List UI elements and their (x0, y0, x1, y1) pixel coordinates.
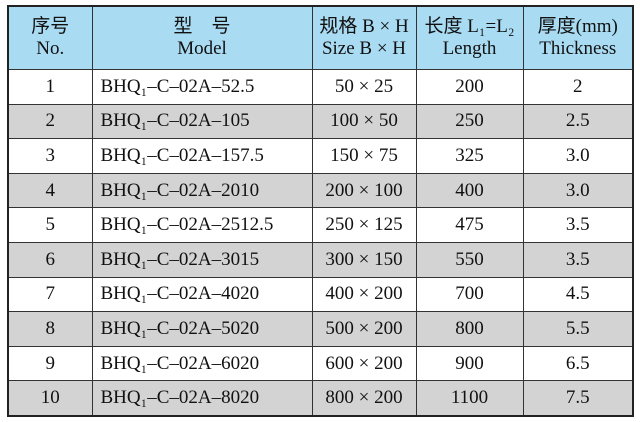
header-text: Size B × H (321, 38, 407, 59)
table-cell: 200 × 100 (311, 172, 417, 209)
table-cell: BHQ₁–C–02A–2512.5 (91, 207, 313, 243)
table-cell: BHQ₁–C–02A–5020 (91, 311, 313, 347)
table-cell: 3.5 (522, 241, 634, 278)
table-row: 4 BHQ₁–C–02A–2010 200 × 100 400 3.0 (7, 172, 634, 209)
header-text: 序号 (31, 16, 70, 37)
header-cell: 型 号 Model (91, 5, 313, 70)
table-cell: 9 (7, 345, 93, 382)
table-cell: 1 (7, 69, 93, 105)
table-cell: 100 × 50 (311, 103, 417, 140)
table-cell: 8 (7, 311, 93, 347)
header-cell: 序号 No. (7, 5, 93, 70)
header-text: 长度 L₁=L₂ (424, 16, 515, 37)
table-row: 7 BHQ₁–C–02A–4020 400 × 200 700 4.5 (7, 276, 634, 313)
table-cell: 300 × 150 (311, 241, 417, 278)
table-cell: 150 × 75 (311, 138, 417, 174)
table-cell: 3 (7, 138, 93, 174)
table-cell: 400 (415, 172, 524, 209)
table-cell: BHQ₁–C–02A–3015 (91, 241, 313, 278)
table-cell: 3.5 (522, 207, 634, 243)
table-cell: 2.5 (522, 103, 634, 140)
table-cell: 800 (415, 311, 524, 347)
table-cell: 5 (7, 207, 93, 243)
table-cell: 700 (415, 276, 524, 313)
table-cell: 900 (415, 345, 524, 382)
table-header: 序号 No. 型 号 Model 规格 B × H Size B × H 长度 L₁=L₂ L… (7, 5, 634, 70)
header-text: Thickness (539, 38, 617, 59)
table-cell: 250 (415, 103, 524, 140)
table-cell: 475 (415, 207, 524, 243)
header-text: Model (177, 38, 227, 59)
table-body: 1 BHQ₁–C–02A–52.5 50 × 25 200 2 2 BHQ₁–C–02A–1… (7, 69, 634, 417)
table-cell: BHQ₁–C–02A–157.5 (91, 138, 313, 174)
table-cell: 500 × 200 (311, 311, 417, 347)
table-cell: 3.0 (522, 172, 634, 209)
table-cell: BHQ₁–C–02A–52.5 (91, 69, 313, 105)
table-cell: 600 × 200 (311, 345, 417, 382)
table-cell: BHQ₁–C–02A–6020 (91, 345, 313, 382)
table-cell: BHQ₁–C–02A–8020 (91, 380, 313, 417)
table-row: 3 BHQ₁–C–02A–157.5 150 × 75 325 3.0 (7, 138, 634, 174)
table-cell: 5.5 (522, 311, 634, 347)
header-cell: 规格 B × H Size B × H (311, 5, 417, 70)
table-row: 9 BHQ₁–C–02A–6020 600 × 200 900 6.5 (7, 345, 634, 382)
table-cell: 4.5 (522, 276, 634, 313)
header-text: Length (442, 38, 497, 59)
table-row: 5 BHQ₁–C–02A–2512.5 250 × 125 475 3.5 (7, 207, 634, 243)
table-cell: 7.5 (522, 380, 634, 417)
table-cell: 6.5 (522, 345, 634, 382)
table-cell: 800 × 200 (311, 380, 417, 417)
table-cell: 50 × 25 (311, 69, 417, 105)
table-cell: 3.0 (522, 138, 634, 174)
table-cell: 250 × 125 (311, 207, 417, 243)
header-text: 规格 B × H (319, 16, 409, 37)
table-cell: 1100 (415, 380, 524, 417)
table-row: 10 BHQ₁–C–02A–8020 800 × 200 1100 7.5 (7, 380, 634, 417)
table-cell: BHQ₁–C–02A–2010 (91, 172, 313, 209)
table-cell: 2 (522, 69, 634, 105)
header-text: 型 号 (173, 16, 231, 37)
table-row: 6 BHQ₁–C–02A–3015 300 × 150 550 3.5 (7, 241, 634, 278)
header-row: 序号 No. 型 号 Model 规格 B × H Size B × H 长度 L₁=L₂ L… (7, 5, 634, 70)
spec-table: 序号 No. 型 号 Model 规格 B × H Size B × H 长度 L₁=L₂ L… (7, 5, 634, 417)
table-cell: 10 (7, 380, 93, 417)
table-cell: 6 (7, 241, 93, 278)
table-cell: 4 (7, 172, 93, 209)
table-cell: 2 (7, 103, 93, 140)
table-row: 2 BHQ₁–C–02A–105 100 × 50 250 2.5 (7, 103, 634, 140)
table-cell: 325 (415, 138, 524, 174)
table-cell: 550 (415, 241, 524, 278)
header-text: 厚度(mm) (537, 16, 618, 37)
table-cell: BHQ₁–C–02A–105 (91, 103, 313, 140)
table-cell: 400 × 200 (311, 276, 417, 313)
table-cell: 7 (7, 276, 93, 313)
table-row: 8 BHQ₁–C–02A–5020 500 × 200 800 5.5 (7, 311, 634, 347)
header-cell: 长度 L₁=L₂ Length (415, 5, 524, 70)
table-cell: BHQ₁–C–02A–4020 (91, 276, 313, 313)
table-cell: 200 (415, 69, 524, 105)
header-cell: 厚度(mm) Thickness (522, 5, 634, 70)
table-row: 1 BHQ₁–C–02A–52.5 50 × 25 200 2 (7, 69, 634, 105)
header-text: No. (36, 38, 65, 59)
